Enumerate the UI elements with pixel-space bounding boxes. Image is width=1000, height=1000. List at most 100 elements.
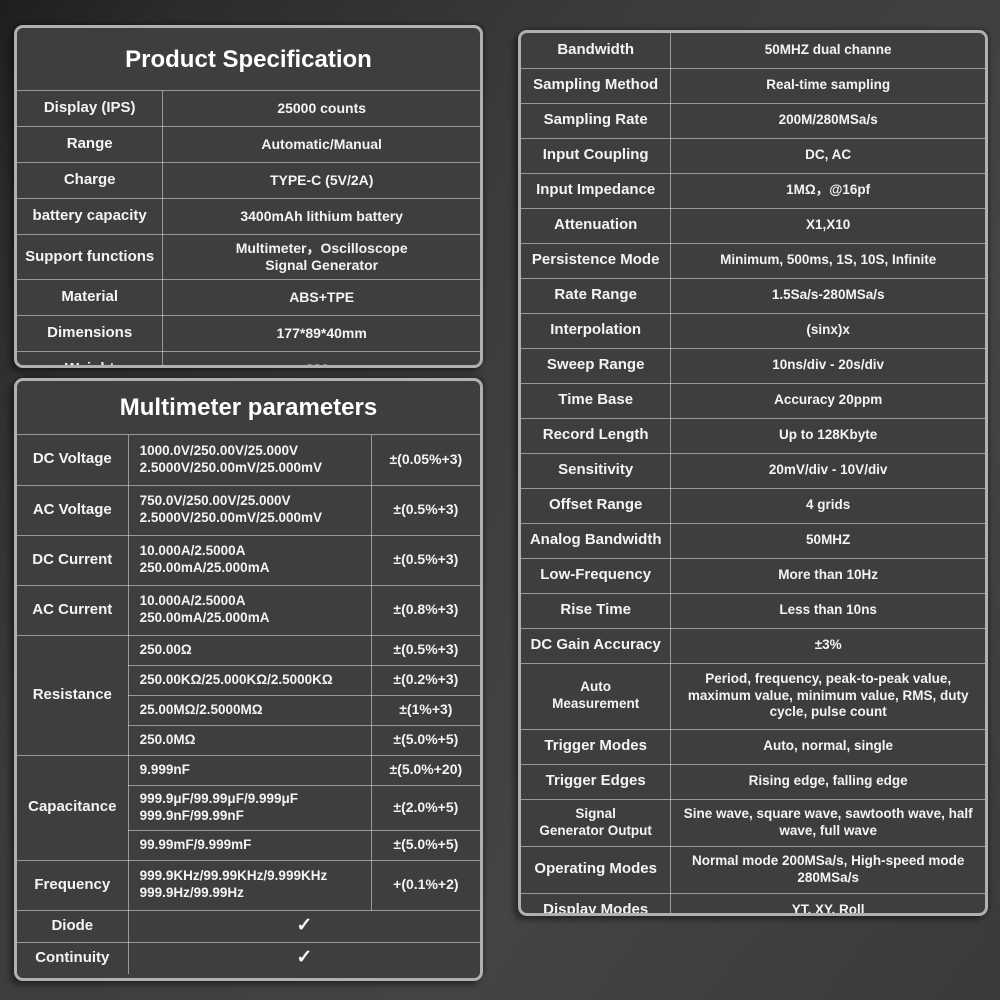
osc-value: Rising edge, falling edge — [670, 763, 985, 800]
param-label: Diode — [17, 909, 129, 943]
table-row: Sampling Method Real-time sampling — [521, 67, 985, 104]
check-icon: ✓ — [127, 941, 480, 975]
param-accuracy: ±(0.05%+3) — [370, 434, 480, 486]
osc-value: Period, frequency, peak-to-peak value, m… — [670, 662, 985, 730]
osc-value: (sinx)x — [670, 312, 985, 349]
spec-value: Multimeter，Oscilloscope Signal Generator — [162, 234, 480, 280]
osc-label: Interpolation — [521, 312, 672, 349]
table-row: Sampling Rate 200M/280MSa/s — [521, 102, 985, 139]
osc-value: Accuracy 20ppm — [670, 382, 985, 419]
spec-label: Range — [17, 126, 164, 163]
param-label: AC Current — [17, 584, 129, 636]
osc-value: 1.5Sa/s-280MSa/s — [670, 277, 985, 314]
param-accuracy: ±(5.0%+20) — [370, 754, 480, 786]
spec-label: Weight — [17, 351, 164, 365]
param-range: 10.000A/2.5000A 250.00mA/25.000mA — [127, 534, 372, 586]
param-accuracy: ±(2.0%+5) — [370, 784, 480, 831]
check-icon: ✓ — [127, 909, 480, 943]
multimeter-title: Multimeter parameters — [17, 381, 480, 435]
table-row: Interpolation (sinx)x — [521, 312, 985, 349]
table-row: Sensitivity 20mV/div - 10V/div — [521, 452, 985, 489]
osc-label: Sampling Method — [521, 67, 672, 104]
table-row: Rate Range 1.5Sa/s-280MSa/s — [521, 277, 985, 314]
table-row: Continuity ✓ — [17, 941, 480, 975]
osc-label: Sensitivity — [521, 452, 672, 489]
osc-value: X1,X10 — [670, 207, 985, 244]
param-label: DC Voltage — [17, 434, 129, 486]
table-row: Offset Range 4 grids — [521, 487, 985, 524]
param-accuracy: ±(0.8%+3) — [370, 584, 480, 636]
osc-value: YT, XY, Roll — [670, 892, 985, 913]
table-row: Support functions Multimeter，Oscilloscop… — [17, 234, 480, 280]
param-accuracy: ±(5.0%+5) — [370, 724, 480, 756]
osc-value: 50MHZ — [670, 522, 985, 559]
multimeter-panel: Multimeter parameters DC Voltage 1000.0V… — [14, 378, 483, 981]
table-row: Trigger Modes Auto, normal, single — [521, 728, 985, 765]
osc-label: Time Base — [521, 382, 672, 419]
osc-label: Sampling Rate — [521, 102, 672, 139]
spec-value: 3400mAh lithium battery — [162, 198, 480, 235]
osc-label: Persistence Mode — [521, 242, 672, 279]
table-row: Display Modes YT, XY, Roll — [521, 892, 985, 913]
param-range: 750.0V/250.00V/25.000V 2.5000V/250.00mV/… — [127, 484, 372, 536]
osc-value: 1MΩ，@16pf — [670, 172, 985, 209]
param-accuracy: ±(0.2%+3) — [370, 664, 480, 696]
oscilloscope-panel: Bandwidth 50MHZ dual channe Sampling Met… — [518, 30, 988, 916]
osc-value: 20mV/div - 10V/div — [670, 452, 985, 489]
osc-label: DC Gain Accuracy — [521, 627, 672, 664]
param-range: 999.9μF/99.99μF/9.999μF 999.9nF/99.99nF — [127, 784, 372, 831]
spec-label: Dimensions — [17, 315, 164, 352]
osc-label: Rise Time — [521, 592, 672, 629]
table-row: Weight 380g — [17, 351, 480, 365]
osc-label: Input Coupling — [521, 137, 672, 174]
spec-value: 25000 counts — [162, 90, 480, 127]
param-accuracy: ±(1%+3) — [370, 694, 480, 726]
table-row: DC Voltage 1000.0V/250.00V/25.000V 2.500… — [17, 434, 480, 486]
param-accuracy: +(0.1%+2) — [370, 859, 480, 911]
param-accuracy: ±(0.5%+3) — [370, 634, 480, 666]
param-label: DC Current — [17, 534, 129, 586]
osc-value: Real-time sampling — [670, 67, 985, 104]
osc-label: Sweep Range — [521, 347, 672, 384]
osc-value: Less than 10ns — [670, 592, 985, 629]
spec-label: Support functions — [17, 234, 164, 280]
osc-label: Record Length — [521, 417, 672, 454]
param-range: 99.99mF/9.999mF — [127, 829, 372, 861]
table-row: Charge TYPE-C (5V/2A) — [17, 162, 480, 199]
table-row: Dimensions 177*89*40mm — [17, 315, 480, 352]
table-row: Analog Bandwidth 50MHZ — [521, 522, 985, 559]
param-accuracy: ±(0.5%+3) — [370, 484, 480, 536]
spec-value: TYPE-C (5V/2A) — [162, 162, 480, 199]
spec-label: Display (IPS) — [17, 90, 164, 127]
table-row: battery capacity 3400mAh lithium battery — [17, 198, 480, 235]
table-row: Bandwidth 50MHZ dual channe — [521, 33, 985, 69]
table-row: Diode ✓ — [17, 909, 480, 943]
table-row: 250.00KΩ/25.000KΩ/2.5000KΩ ±(0.2%+3) — [17, 664, 480, 696]
spec-label: Charge — [17, 162, 164, 199]
table-row: Signal Generator Output Sine wave, squar… — [521, 798, 985, 847]
osc-value: Auto, normal, single — [670, 728, 985, 765]
osc-label: Analog Bandwidth — [521, 522, 672, 559]
osc-value: Sine wave, square wave, sawtooth wave, h… — [670, 798, 985, 847]
spec-label: Material — [17, 279, 164, 316]
spec-value: 380g — [162, 351, 480, 365]
osc-label: Trigger Edges — [521, 763, 672, 800]
table-row: Sweep Range 10ns/div - 20s/div — [521, 347, 985, 384]
osc-label: Signal Generator Output — [521, 798, 672, 847]
param-label: Continuity — [17, 941, 129, 975]
osc-label: Operating Modes — [521, 845, 672, 894]
table-row: Resistance 250.00Ω ±(0.5%+3) — [17, 634, 480, 756]
param-label: Frequency — [17, 859, 129, 911]
param-range: 9.999nF — [127, 754, 372, 786]
param-label: Resistance — [17, 634, 129, 756]
param-range: 999.9KHz/99.99KHz/9.999KHz 999.9Hz/99.99… — [127, 859, 372, 911]
table-row: Attenuation X1,X10 — [521, 207, 985, 244]
osc-label: Attenuation — [521, 207, 672, 244]
param-range: 250.00KΩ/25.000KΩ/2.5000KΩ — [127, 664, 372, 696]
osc-label: Rate Range — [521, 277, 672, 314]
table-row: AC Voltage 750.0V/250.00V/25.000V 2.5000… — [17, 484, 480, 536]
table-row: 250.0MΩ ±(5.0%+5) — [17, 724, 480, 756]
table-row: Operating Modes Normal mode 200MSa/s, Hi… — [521, 845, 985, 894]
param-range: 1000.0V/250.00V/25.000V 2.5000V/250.00mV… — [127, 434, 372, 486]
spec-value: Automatic/Manual — [162, 126, 480, 163]
